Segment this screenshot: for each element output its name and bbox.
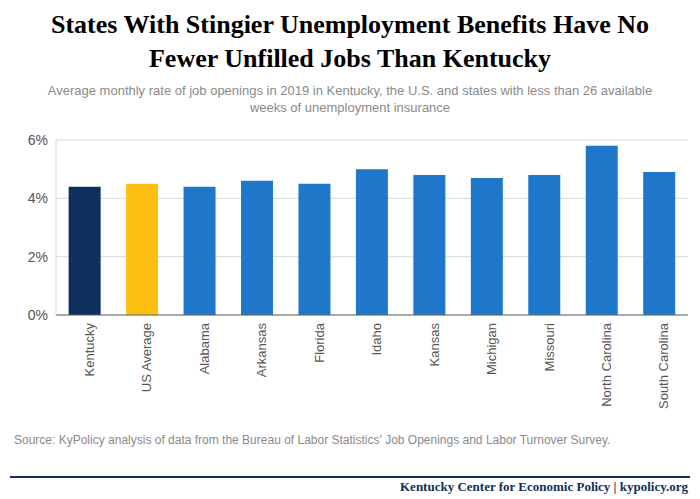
svg-text:4%: 4%: [28, 190, 48, 206]
html-text:Average monthly rate of job op: Average monthly rate of job openings in …: [47, 83, 653, 115]
svg-text:North Carolina: North Carolina: [599, 322, 614, 407]
html-text:Source: KyPolicy analysis of d: Source: KyPolicy analysis of data from t…: [14, 433, 611, 447]
html-text:Kentucky Center for Economic P: Kentucky Center for Economic Policy | ky…: [400, 479, 688, 494]
svg-text:0%: 0%: [28, 307, 48, 323]
svg-text:Kansas: Kansas: [427, 323, 442, 367]
svg-text:2%: 2%: [28, 249, 48, 265]
html-text:States With Stingier Unemploym: States With Stingier Unemployment Benefi…: [51, 10, 649, 73]
svg-text:6%: 6%: [28, 132, 48, 148]
svg-text:Arkansas: Arkansas: [254, 323, 269, 378]
svg-text:Alabama: Alabama: [197, 322, 212, 374]
svg-text:Florida: Florida: [312, 322, 327, 363]
svg-text:Kentucky: Kentucky: [82, 323, 97, 377]
svg-text:US Average: US Average: [139, 323, 154, 392]
svg-text:Missouri: Missouri: [542, 323, 557, 372]
svg-text:Michigan: Michigan: [484, 323, 499, 375]
svg-text:South Carolina: South Carolina: [657, 322, 672, 409]
svg-text:Idaho: Idaho: [369, 323, 384, 356]
